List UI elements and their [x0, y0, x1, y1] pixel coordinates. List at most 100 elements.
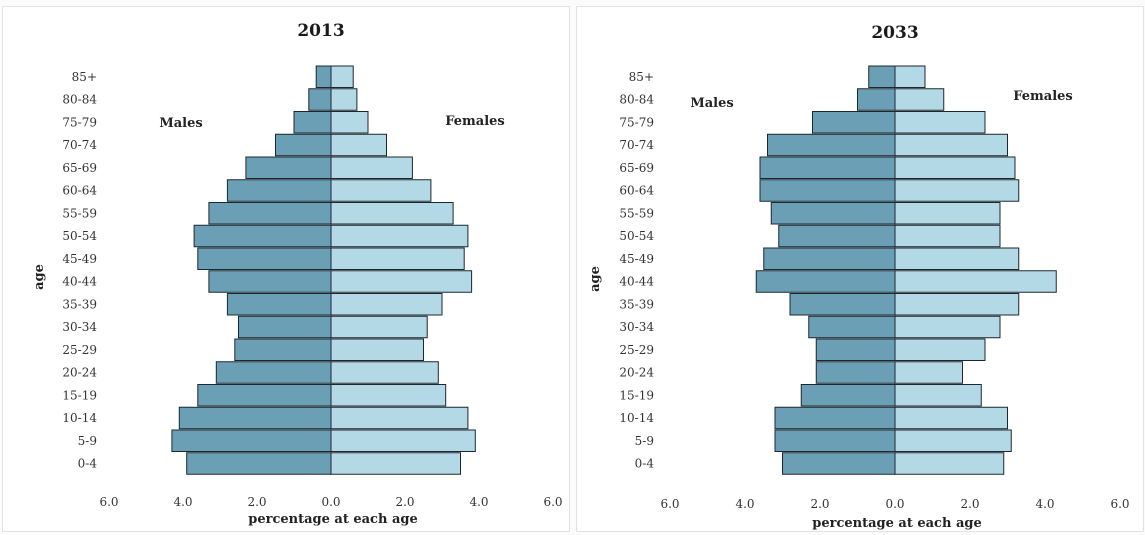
bar-male-65-69 [245, 156, 332, 179]
bar-female-80-84 [894, 88, 945, 111]
age-tick-70-74: 70-74 [619, 138, 654, 152]
bar-female-70-74 [330, 133, 387, 157]
x-axis-label: percentage at each age [812, 516, 982, 531]
bar-male-0-4 [186, 452, 332, 475]
age-tick-0-4: 0-4 [78, 457, 98, 471]
bar-male-5-9 [171, 429, 332, 452]
bar-male-5-9 [774, 429, 896, 452]
bar-male-60-64 [226, 179, 332, 202]
bar-male-60-64 [759, 179, 896, 202]
bar-male-50-54 [193, 224, 332, 248]
x-tick-5: 4.0 [1035, 497, 1054, 511]
age-tick-40-44: 40-44 [62, 275, 97, 289]
x-tick-labels: 6.0 4.0 2.0 0.0 2.0 4.0 6.0 [99, 495, 562, 509]
bar-male-40-44 [208, 270, 332, 293]
pyramid-2033: 2033 Males Females age percentage at eac… [576, 6, 1144, 532]
males-label: Males [690, 96, 733, 111]
age-tick-5-9: 5-9 [635, 434, 654, 448]
pyramid-2013-svg: 2013 Males Females age percentage at eac… [32, 21, 563, 527]
age-tick-25-29: 25-29 [619, 343, 654, 357]
x-tick-2: 2.0 [810, 497, 829, 511]
x-tick-3: 0.0 [321, 495, 340, 509]
age-tick-20-24: 20-24 [619, 366, 654, 380]
age-tick-55-59: 55-59 [619, 206, 654, 220]
bar-male-20-24 [815, 361, 896, 384]
bar-male-75-79 [812, 111, 896, 134]
bar-male-40-44 [755, 270, 896, 293]
bar-male-20-24 [215, 361, 332, 384]
chart-title: 2033 [871, 23, 918, 43]
y-axis-label: age [32, 264, 47, 290]
bar-male-70-74 [767, 133, 896, 157]
bar-female-40-44 [330, 270, 473, 293]
bar-female-35-39 [894, 293, 1020, 316]
bar-female-5-9 [894, 429, 1012, 452]
x-tick-6: 6.0 [543, 495, 562, 509]
bar-female-50-54 [894, 224, 1001, 248]
bar-female-40-44 [894, 270, 1057, 293]
age-tick-45-49: 45-49 [619, 252, 654, 266]
x-tick-1: 4.0 [735, 497, 754, 511]
age-tick-10-14: 10-14 [62, 411, 97, 425]
bar-female-20-24 [894, 361, 963, 384]
bar-male-85+ [868, 65, 896, 88]
bar-female-25-29 [894, 338, 986, 361]
age-tick-30-34: 30-34 [62, 320, 97, 334]
bar-male-50-54 [778, 224, 896, 248]
bar-male-65-69 [759, 156, 896, 179]
age-tick-30-34: 30-34 [619, 320, 654, 334]
bar-female-70-74 [894, 133, 1008, 157]
bar-male-35-39 [226, 293, 332, 316]
x-tick-4: 2.0 [395, 495, 414, 509]
bar-male-80-84 [308, 88, 332, 111]
x-tick-4: 2.0 [960, 497, 979, 511]
bar-female-20-24 [330, 361, 439, 384]
age-tick-5-9: 5-9 [78, 434, 97, 448]
x-tick-0: 6.0 [660, 497, 679, 511]
bar-male-25-29 [815, 338, 896, 361]
bar-female-0-4 [894, 452, 1005, 475]
bar-male-45-49 [763, 247, 896, 270]
age-tick-80-84: 80-84 [62, 93, 97, 107]
age-tick-65-69: 65-69 [62, 161, 97, 175]
age-tick-85+: 85+ [72, 70, 97, 84]
bar-male-70-74 [275, 133, 332, 157]
chart-title: 2013 [297, 21, 344, 41]
bar-male-30-34 [238, 315, 332, 339]
age-tick-75-79: 75-79 [62, 115, 97, 129]
bar-female-30-34 [330, 315, 428, 339]
age-tick-85+: 85+ [629, 70, 654, 84]
bar-female-45-49 [330, 247, 465, 270]
x-tick-0: 6.0 [99, 495, 118, 509]
bar-female-50-54 [330, 224, 469, 248]
pyramid-2033-svg: 2033 Males Females age percentage at eac… [588, 23, 1130, 531]
age-tick-60-64: 60-64 [62, 184, 97, 198]
bar-female-35-39 [330, 293, 443, 316]
bar-male-25-29 [234, 338, 332, 361]
x-axis-label: percentage at each age [248, 512, 418, 527]
bar-female-60-64 [330, 179, 432, 202]
bar-female-55-59 [330, 202, 454, 225]
bar-female-25-29 [330, 338, 424, 361]
x-tick-labels: 6.0 4.0 2.0 0.0 2.0 4.0 6.0 [660, 497, 1129, 511]
bar-female-10-14 [894, 406, 1008, 430]
age-tick-15-19: 15-19 [619, 388, 654, 402]
bar-female-55-59 [894, 202, 1001, 225]
bars [171, 65, 476, 475]
y-axis-label: age [588, 266, 603, 292]
bar-male-35-39 [789, 293, 896, 316]
age-tick-65-69: 65-69 [619, 161, 654, 175]
age-tick-0-4: 0-4 [635, 457, 655, 471]
bar-female-75-79 [330, 111, 369, 134]
bar-male-75-79 [293, 111, 332, 134]
bar-female-15-19 [894, 384, 982, 407]
x-tick-1: 4.0 [173, 495, 192, 509]
bar-female-5-9 [330, 429, 476, 452]
bar-female-60-64 [894, 179, 1020, 202]
bar-female-0-4 [330, 452, 461, 475]
bar-female-75-79 [894, 111, 986, 134]
age-tick-80-84: 80-84 [619, 93, 654, 107]
age-tick-25-29: 25-29 [62, 343, 97, 357]
bar-male-10-14 [774, 406, 896, 430]
